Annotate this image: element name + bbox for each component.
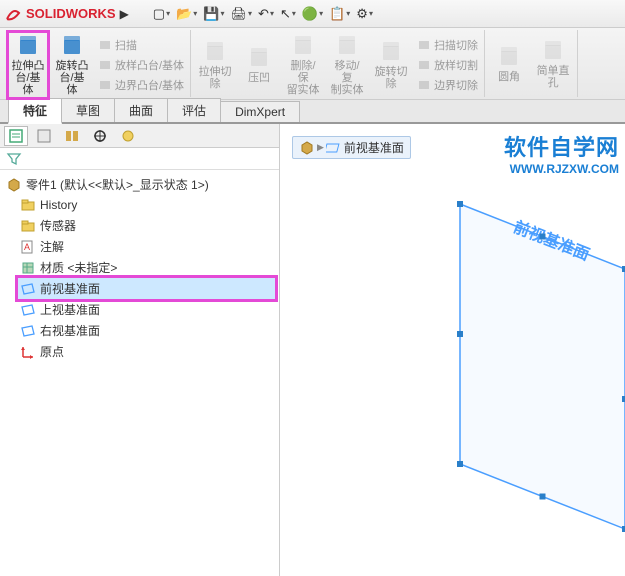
- extrude-cut-icon: [203, 40, 227, 64]
- fillet-icon: [497, 45, 521, 69]
- extrude-cut-button: 拉伸切除: [195, 32, 235, 98]
- solidworks-icon: [4, 5, 22, 23]
- title-bar: SOLIDWORKS ▶ ▢▾ 📂▾ 💾▾ 🖨▾ ↶▾ ↖▾ 🟢▾ 📋▾ ⚙▾: [0, 0, 625, 28]
- tree-front-plane[interactable]: 前视基准面: [18, 278, 275, 299]
- sweep-icon: [98, 38, 112, 52]
- hole-icon: [247, 46, 271, 70]
- ribbon-group: 拉伸凸台/基体旋转凸台/基体扫描放样凸台/基体边界凸台/基体: [4, 30, 191, 97]
- plane-handle[interactable]: [540, 494, 546, 500]
- tree-filter[interactable]: [0, 148, 279, 170]
- origin-icon: [20, 344, 36, 360]
- hole-wizard-button: 简单直孔: [533, 32, 573, 95]
- plane-handle[interactable]: [457, 331, 463, 337]
- tree-root-label: 零件1 (默认<<默认>_显示状态 1>): [26, 176, 209, 193]
- qat-new[interactable]: ▢▾: [153, 6, 170, 22]
- app-menu-chevron-icon[interactable]: ▶: [120, 7, 129, 21]
- folder-icon: [20, 197, 36, 213]
- plane-icon: [20, 323, 36, 339]
- command-tabs: 特征草图曲面评估DimXpert: [0, 100, 625, 124]
- dimxpert-tab[interactable]: [88, 126, 112, 146]
- boundary-icon: [98, 78, 112, 92]
- loft-cut-button: 放样切割: [415, 56, 480, 74]
- tab-evaluate[interactable]: 评估: [167, 98, 221, 122]
- loft-button: 放样凸台/基体: [96, 56, 186, 74]
- tree-history[interactable]: History: [18, 195, 275, 215]
- loft-icon: [98, 58, 112, 72]
- qat-select[interactable]: ↖▾: [280, 6, 296, 22]
- boundary-button: 边界凸台/基体: [96, 76, 186, 94]
- plane-icon: [20, 302, 36, 318]
- annotation-icon: A: [20, 239, 36, 255]
- ribbon: 拉伸凸台/基体旋转凸台/基体扫描放样凸台/基体边界凸台/基体拉伸切除压凹删除/保…: [0, 28, 625, 100]
- sweep-button: 扫描: [96, 36, 186, 54]
- display-tab[interactable]: [116, 126, 140, 146]
- panel-tab-bar: [0, 124, 279, 148]
- sweep-cut-icon: [417, 38, 431, 52]
- rotate-cut-button: 旋转切除: [371, 32, 411, 98]
- move-icon: [335, 34, 359, 58]
- revolve-boss-icon: [60, 34, 84, 58]
- tab-surface[interactable]: 曲面: [114, 98, 168, 122]
- quick-access-toolbar: ▢▾ 📂▾ 💾▾ 🖨▾ ↶▾ ↖▾ 🟢▾ 📋▾ ⚙▾: [153, 6, 373, 22]
- extrude-boss-icon: [16, 34, 40, 58]
- qat-save[interactable]: 💾▾: [203, 6, 224, 22]
- qat-settings[interactable]: ⚙▾: [356, 6, 373, 22]
- config-tab[interactable]: [60, 126, 84, 146]
- main-area: 零件1 (默认<<默认>_显示状态 1>) History传感器A注解材质 <未…: [0, 124, 625, 576]
- ribbon-group: 圆角简单直孔: [485, 30, 578, 97]
- qat-undo[interactable]: ↶▾: [258, 6, 274, 22]
- qat-rebuild[interactable]: 🟢▾: [302, 6, 323, 22]
- folder-icon: [20, 218, 36, 234]
- revolve-cut-icon: [291, 34, 315, 58]
- app-logo: SOLIDWORKS: [4, 5, 116, 23]
- plane-handle[interactable]: [457, 201, 463, 207]
- qat-print[interactable]: 🖨▾: [231, 6, 253, 22]
- qat-open[interactable]: 📂▾: [176, 6, 197, 22]
- qat-options[interactable]: 📋▾: [329, 6, 350, 22]
- graphics-area[interactable]: ▶ 前视基准面 软件自学网 WWW.RJZXW.COM 前视基准面: [280, 124, 625, 576]
- hole-button: 压凹: [239, 32, 279, 98]
- tree-origin[interactable]: 原点: [18, 341, 275, 362]
- feature-manager-panel: 零件1 (默认<<默认>_显示状态 1>) History传感器A注解材质 <未…: [0, 124, 280, 576]
- hole-wizard-icon: [541, 39, 565, 63]
- loft-cut-icon: [417, 58, 431, 72]
- extrude-boss-button[interactable]: 拉伸凸台/基体: [8, 32, 48, 98]
- material-icon: [20, 260, 36, 276]
- move-button: 移动/复制实体: [327, 32, 367, 98]
- property-tab[interactable]: [32, 126, 56, 146]
- front-plane-graphic[interactable]: 前视基准面: [280, 124, 625, 576]
- tab-sketch[interactable]: 草图: [61, 98, 115, 122]
- tab-dimxpert[interactable]: DimXpert: [220, 101, 300, 122]
- plane-handle[interactable]: [540, 234, 546, 240]
- revolve-boss-button[interactable]: 旋转凸台/基体: [52, 32, 92, 98]
- tab-features[interactable]: 特征: [8, 98, 62, 124]
- part-icon: [6, 177, 22, 193]
- app-name: SOLIDWORKS: [26, 6, 116, 21]
- tree-top-plane[interactable]: 上视基准面: [18, 299, 275, 320]
- fillet-button: 圆角: [489, 32, 529, 95]
- tree-material[interactable]: 材质 <未指定>: [18, 257, 275, 278]
- tree-annotations[interactable]: A注解: [18, 236, 275, 257]
- filter-icon: [6, 151, 22, 167]
- tree-root[interactable]: 零件1 (默认<<默认>_显示状态 1>): [4, 174, 275, 195]
- revolve-cut-button: 删除/保留实体: [283, 32, 323, 98]
- tree-right-plane[interactable]: 右视基准面: [18, 320, 275, 341]
- ribbon-group: 拉伸切除压凹删除/保留实体移动/复制实体旋转切除扫描切除放样切割边界切除: [191, 30, 485, 97]
- feature-tree-tab[interactable]: [4, 126, 28, 146]
- boundary-cut-icon: [417, 78, 431, 92]
- rotate-cut-icon: [379, 40, 403, 64]
- svg-text:A: A: [24, 242, 30, 252]
- feature-tree: 零件1 (默认<<默认>_显示状态 1>) History传感器A注解材质 <未…: [0, 170, 279, 576]
- boundary-cut-button: 边界切除: [415, 76, 480, 94]
- sweep-cut-button: 扫描切除: [415, 36, 480, 54]
- tree-sensors[interactable]: 传感器: [18, 215, 275, 236]
- plane-icon: [20, 281, 36, 297]
- plane-handle[interactable]: [457, 461, 463, 467]
